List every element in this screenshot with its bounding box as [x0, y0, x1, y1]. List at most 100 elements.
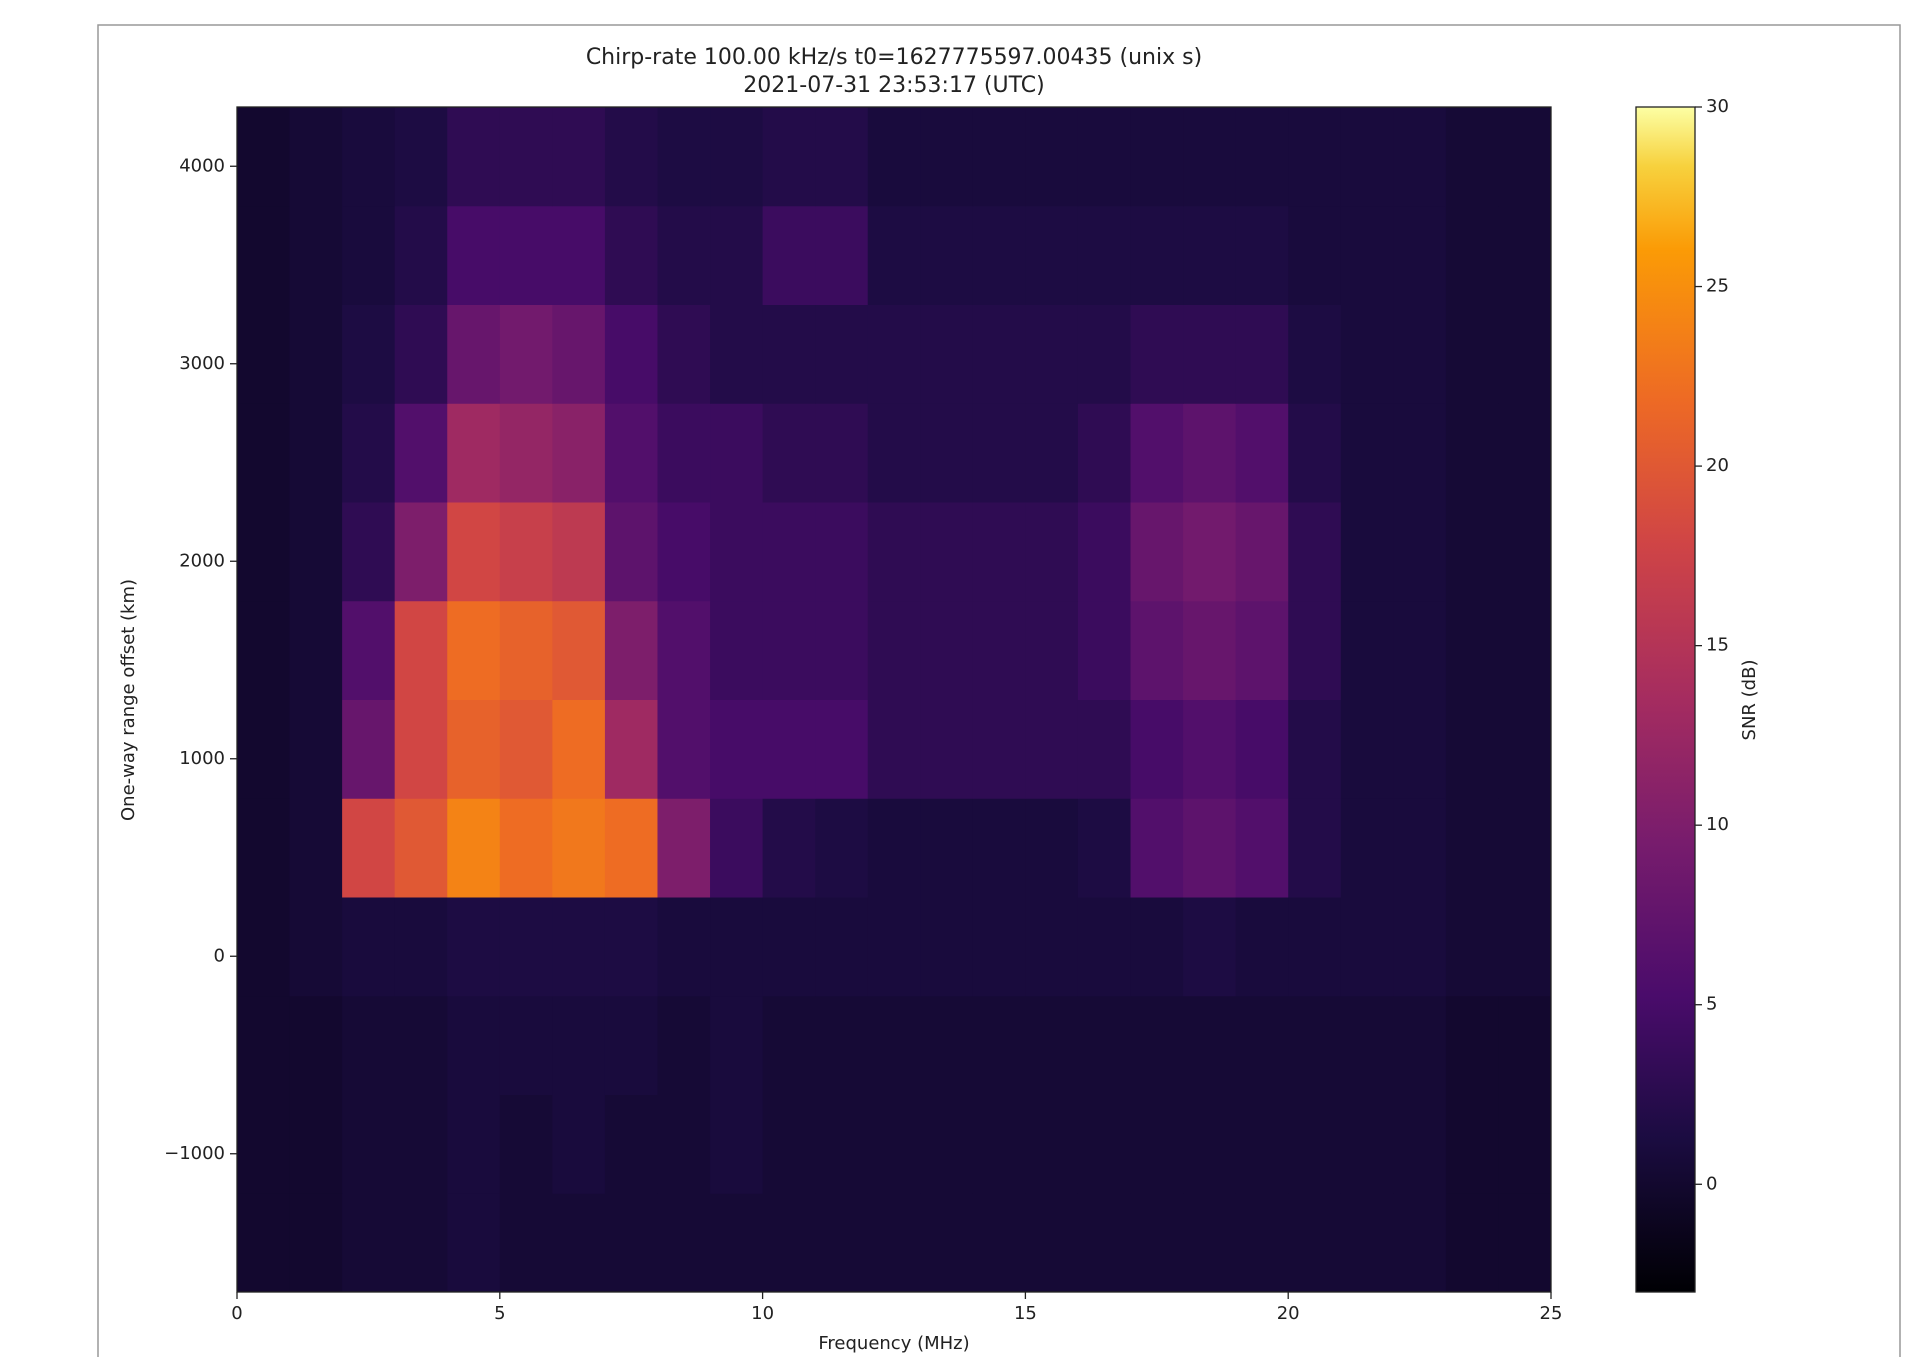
- heatmap-cell: [657, 700, 710, 799]
- x-tick-label: 20: [1277, 1303, 1300, 1324]
- heatmap-cell: [1025, 1095, 1078, 1194]
- heatmap-cell: [973, 305, 1026, 404]
- heatmap-cell: [763, 1193, 816, 1292]
- heatmap-cell: [1131, 206, 1184, 305]
- heatmap-cell: [1025, 996, 1078, 1095]
- heatmap-cell: [1288, 403, 1341, 502]
- heatmap-cell: [605, 305, 658, 404]
- heatmap-cell: [1183, 700, 1236, 799]
- heatmap-cell: [605, 700, 658, 799]
- heatmap-cell: [920, 798, 973, 897]
- heatmap-cell: [868, 700, 921, 799]
- heatmap-cell: [447, 403, 500, 502]
- heatmap-cell: [1446, 107, 1499, 206]
- heatmap-cell: [500, 502, 553, 601]
- x-tick-label: 0: [231, 1303, 242, 1324]
- heatmap-cell: [290, 305, 343, 404]
- heatmap-cell: [657, 897, 710, 996]
- heatmap-cell: [1393, 107, 1446, 206]
- heatmap-cell: [1078, 601, 1131, 700]
- heatmap-cell: [973, 798, 1026, 897]
- y-axis-label: One-way range offset (km): [118, 579, 139, 821]
- colorbar-tick-label: 20: [1706, 455, 1729, 476]
- heatmap-cell: [763, 798, 816, 897]
- heatmap-cell: [1393, 897, 1446, 996]
- heatmap-cell: [815, 1095, 868, 1194]
- y-tick-label: 2000: [179, 550, 225, 571]
- heatmap-cell: [1078, 502, 1131, 601]
- heatmap-cell: [1498, 206, 1551, 305]
- heatmap-cell: [552, 897, 605, 996]
- heatmap-cell: [1393, 305, 1446, 404]
- heatmap-cell: [500, 305, 553, 404]
- heatmap-cell: [763, 305, 816, 404]
- heatmap-cell: [552, 1095, 605, 1194]
- heatmap-cell: [920, 403, 973, 502]
- heatmap-cell: [763, 897, 816, 996]
- colorbar-tick-label: 0: [1706, 1173, 1717, 1194]
- heatmap-cell: [1025, 206, 1078, 305]
- heatmap-cell: [1131, 1193, 1184, 1292]
- heatmap-cell: [973, 601, 1026, 700]
- heatmap-cell: [763, 206, 816, 305]
- heatmap-cell: [710, 700, 763, 799]
- heatmap-cell: [710, 897, 763, 996]
- heatmap-cell: [395, 107, 448, 206]
- heatmap-cell: [763, 601, 816, 700]
- heatmap-cell: [815, 403, 868, 502]
- heatmap-cell: [710, 601, 763, 700]
- heatmap-cell: [1498, 403, 1551, 502]
- heatmap-cell: [1393, 1193, 1446, 1292]
- heatmap-cell: [1078, 798, 1131, 897]
- heatmap-cell: [395, 1095, 448, 1194]
- heatmap-cell: [1025, 700, 1078, 799]
- heatmap-cell: [815, 700, 868, 799]
- heatmap-cell: [342, 601, 395, 700]
- heatmap-cell: [657, 403, 710, 502]
- heatmap-cell: [290, 700, 343, 799]
- heatmap-cell: [868, 897, 921, 996]
- heatmap-cell: [763, 700, 816, 799]
- heatmap-cell: [710, 1193, 763, 1292]
- heatmap-cell: [815, 996, 868, 1095]
- heatmap-cell: [868, 798, 921, 897]
- heatmap-cell: [1498, 996, 1551, 1095]
- heatmap-cell: [237, 107, 290, 206]
- heatmap-cell: [552, 700, 605, 799]
- heatmap-cell: [395, 403, 448, 502]
- heatmap-cell: [605, 1095, 658, 1194]
- heatmap-cell: [1183, 403, 1236, 502]
- heatmap-cell: [342, 700, 395, 799]
- heatmap-cell: [500, 403, 553, 502]
- heatmap-cell: [1025, 897, 1078, 996]
- heatmap-cell: [1446, 502, 1499, 601]
- heatmap-cell: [395, 305, 448, 404]
- heatmap-cell: [1288, 305, 1341, 404]
- colorbar: [1636, 107, 1695, 1292]
- heatmap-cell: [605, 502, 658, 601]
- y-tick-label: −1000: [164, 1143, 225, 1164]
- chart: Chirp-rate 100.00 kHz/s t0=1627775597.00…: [0, 0, 1918, 1357]
- y-tick-label: 3000: [179, 353, 225, 374]
- heatmap-cell: [1183, 305, 1236, 404]
- heatmap-cell: [657, 502, 710, 601]
- heatmap-cell: [1288, 996, 1341, 1095]
- heatmap-cell: [763, 107, 816, 206]
- heatmap-cell: [868, 206, 921, 305]
- heatmap-cell: [1078, 1095, 1131, 1194]
- heatmap-cell: [763, 1095, 816, 1194]
- heatmap-cell: [552, 798, 605, 897]
- x-tick-label: 5: [494, 1303, 505, 1324]
- heatmap-cell: [605, 403, 658, 502]
- heatmap-cell: [1498, 798, 1551, 897]
- heatmap-cell: [500, 897, 553, 996]
- heatmap-cell: [237, 305, 290, 404]
- heatmap-cell: [1025, 305, 1078, 404]
- heatmap-cell: [1498, 1193, 1551, 1292]
- heatmap-cell: [868, 1193, 921, 1292]
- heatmap-cell: [1288, 502, 1341, 601]
- heatmap-cell: [710, 996, 763, 1095]
- colorbar-label: SNR (dB): [1739, 660, 1760, 741]
- heatmap-cell: [1498, 897, 1551, 996]
- heatmap-cell: [342, 403, 395, 502]
